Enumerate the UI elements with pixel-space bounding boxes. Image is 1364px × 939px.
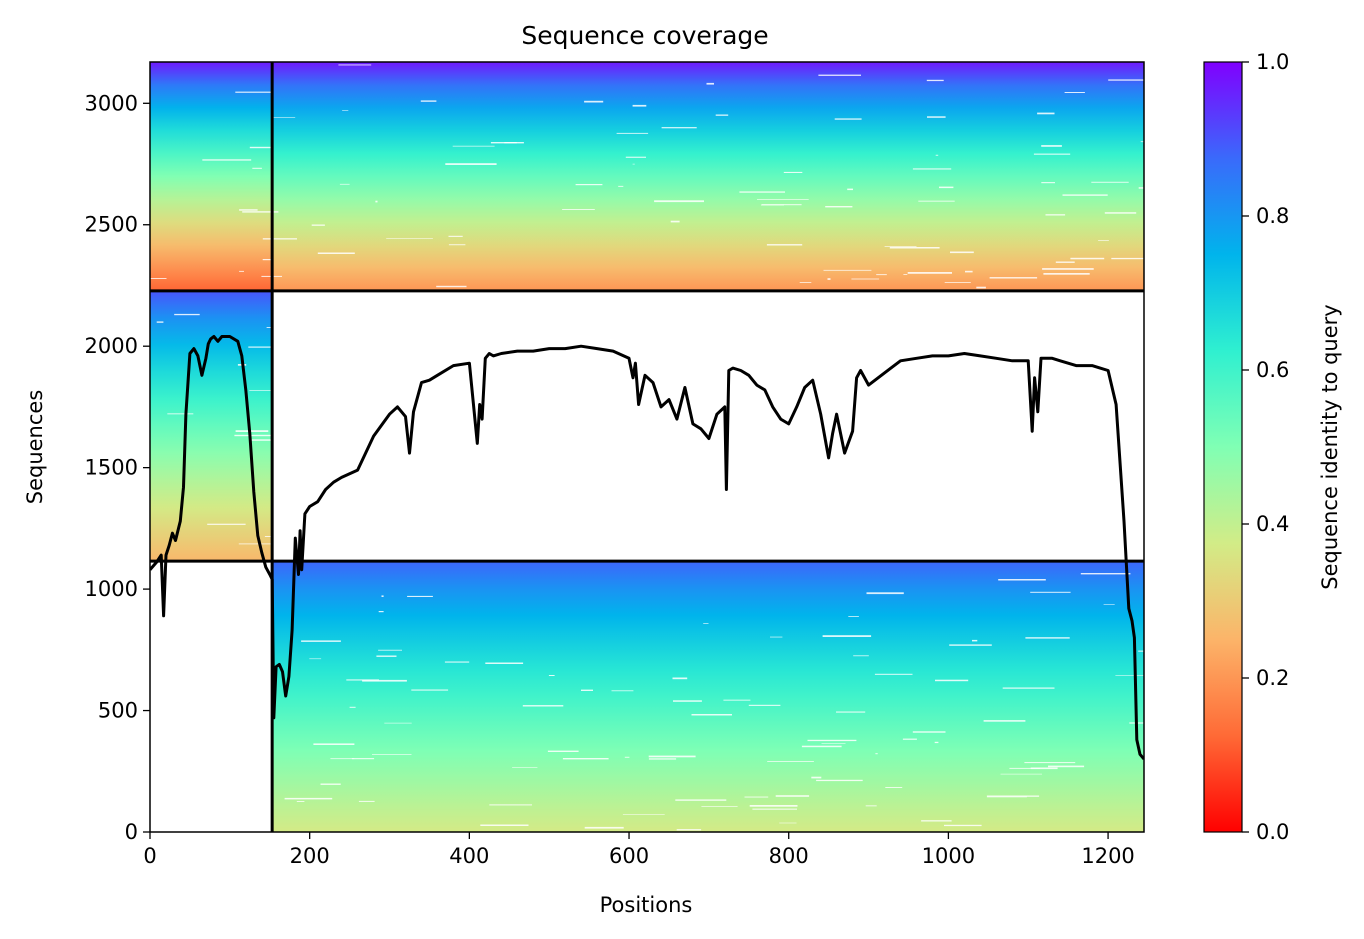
x-axis: 0 200 400 600 800 1000 1200	[143, 832, 1135, 868]
x-tick-label: 400	[449, 844, 489, 868]
coverage-blocks	[150, 62, 1144, 832]
coverage-line	[150, 335, 1144, 761]
colorbar-ticks: 0.0 0.2 0.4 0.6 0.8 1.0	[1242, 50, 1289, 844]
coverage-block	[150, 62, 273, 291]
x-tick-label: 200	[290, 844, 330, 868]
colorbar-label: Sequence identity to query	[1318, 304, 1342, 589]
coverage-block	[272, 62, 1144, 291]
x-tick-label: 1000	[922, 844, 975, 868]
y-tick-label: 2500	[85, 213, 138, 237]
x-tick-label: 600	[609, 844, 649, 868]
colorbar-tick-label: 1.0	[1256, 50, 1289, 74]
colorbar-tick-label: 0.2	[1256, 666, 1289, 690]
x-tick-label: 0	[143, 844, 156, 868]
coverage-block	[272, 561, 1144, 832]
y-axis: 0 500 1000 1500 2000 2500 3000	[85, 91, 150, 844]
plot-frame	[149, 61, 1145, 833]
colorbar-gradient	[1203, 61, 1243, 833]
y-tick-label: 1000	[85, 577, 138, 601]
colorbar-tick-label: 0.0	[1256, 820, 1289, 844]
colorbar-tick-label: 0.4	[1256, 512, 1289, 536]
coverage-block	[150, 290, 273, 562]
y-tick-label: 3000	[85, 91, 138, 115]
colorbar-tick-label: 0.8	[1256, 204, 1289, 228]
colorbar-tick-label: 0.6	[1256, 358, 1289, 382]
y-tick-label: 500	[98, 699, 138, 723]
y-tick-label: 0	[125, 820, 138, 844]
y-axis-label: Sequences	[23, 390, 47, 505]
y-tick-label: 1500	[85, 456, 138, 480]
x-tick-label: 800	[769, 844, 809, 868]
plot-area	[150, 62, 1144, 832]
chart-title: Sequence coverage	[521, 21, 768, 50]
colorbar: 0.0 0.2 0.4 0.6 0.8 1.0 Sequence identity to …	[1203, 50, 1342, 844]
x-axis-label: Positions	[600, 893, 693, 917]
x-tick-label: 1200	[1081, 844, 1134, 868]
y-tick-label: 2000	[85, 334, 138, 358]
coverage-gaps	[150, 64, 1144, 831]
